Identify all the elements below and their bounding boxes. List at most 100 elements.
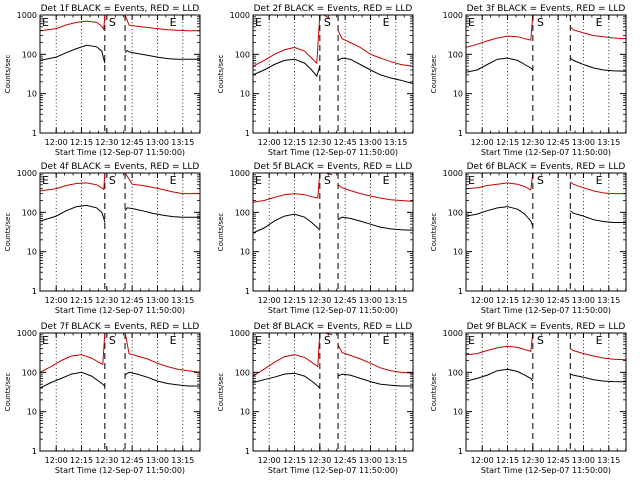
y-tick-label: 100 [448, 50, 463, 59]
interval-marker-label: E [596, 334, 603, 347]
chart-panel: Det 2f BLACK = Events, RED = LLD Counts/s… [217, 4, 414, 157]
series-line [466, 173, 543, 191]
chart-title: Det 6f BLACK = Events, RED = LLD [467, 162, 626, 172]
x-tick-label: 13:00 [572, 296, 595, 305]
interval-marker-label: E [468, 16, 475, 29]
y-tick-label: 1 [245, 129, 250, 138]
interval-marker-label: S [537, 16, 544, 29]
interval-marker-label: E [255, 174, 262, 187]
plot-frame [465, 172, 627, 292]
y-tick-label: 1 [245, 287, 250, 296]
x-tick-label: 13:00 [572, 456, 595, 465]
interval-marker-label: E [383, 16, 390, 29]
x-axis-label: Start Time (12-Sep-07 11:50:00) [268, 466, 398, 475]
x-tick-label: 12:45 [547, 138, 570, 147]
y-axis-label: Counts/sec [4, 213, 12, 252]
series-line [124, 173, 200, 195]
x-tick-label: 12:15 [283, 456, 306, 465]
x-tick-label: 12:30 [521, 138, 544, 147]
x-tick-label: 12:30 [95, 456, 118, 465]
x-tick-label: 13:00 [359, 456, 382, 465]
y-tick-label: 100 [235, 208, 250, 217]
y-tick-label: 1000 [443, 11, 463, 20]
series-line [466, 333, 543, 356]
interval-marker-label: E [42, 334, 49, 347]
y-tick-label: 1 [458, 287, 463, 296]
y-tick-label: 1000 [443, 169, 463, 178]
y-tick-label: 10 [240, 408, 250, 417]
series-line [569, 210, 626, 223]
y-axis-label: Counts/sec [430, 213, 438, 252]
series-line [124, 371, 200, 387]
y-tick-label: 1000 [230, 11, 250, 20]
chart-title: Det 1f BLACK = Events, RED = LLD [41, 4, 200, 14]
x-axis-label: Start Time (12-Sep-07 11:50:00) [268, 306, 398, 315]
series-line [569, 57, 626, 72]
series-line [466, 15, 543, 48]
plot-frame [252, 14, 414, 134]
y-tick-label: 100 [22, 50, 37, 59]
series-line [40, 15, 106, 32]
interval-marker-label: E [42, 16, 49, 29]
series-line [570, 348, 626, 361]
plot-frame [39, 14, 201, 134]
y-tick-label: 1000 [443, 329, 463, 338]
x-tick-label: 13:15 [597, 138, 620, 147]
plot-frame [39, 172, 201, 292]
y-axis-label: Counts/sec [4, 373, 12, 412]
chart-title: Det 3f BLACK = Events, RED = LLD [467, 4, 626, 14]
series-line [253, 213, 321, 234]
series-line [253, 15, 331, 67]
plot-frame [39, 332, 201, 452]
y-tick-label: 100 [448, 368, 463, 377]
series-line [40, 333, 106, 373]
x-tick-label: 12:00 [258, 296, 281, 305]
y-tick-label: 10 [240, 90, 250, 99]
y-tick-label: 1000 [17, 11, 37, 20]
y-tick-label: 1000 [230, 329, 250, 338]
interval-marker-label: E [255, 16, 262, 29]
interval-marker-label: S [324, 16, 331, 29]
chart-title: Det 8f BLACK = Events, RED = LLD [254, 322, 413, 332]
y-tick-label: 100 [22, 208, 37, 217]
x-tick-label: 13:15 [597, 296, 620, 305]
x-tick-label: 12:15 [283, 138, 306, 147]
interval-marker-label: E [170, 174, 177, 187]
y-tick-label: 100 [22, 368, 37, 377]
y-tick-label: 10 [27, 90, 37, 99]
interval-marker-label: E [468, 174, 475, 187]
y-tick-label: 1 [245, 447, 250, 456]
interval-marker-label: S [324, 174, 331, 187]
series-line [466, 206, 534, 227]
chart-panel: Det 9f BLACK = Events, RED = LLD Counts/s… [430, 322, 627, 475]
chart-panel: Det 5f BLACK = Events, RED = LLD Counts/s… [217, 162, 414, 315]
y-tick-label: 100 [448, 208, 463, 217]
y-tick-label: 10 [453, 90, 463, 99]
x-tick-label: 12:30 [308, 296, 331, 305]
x-tick-label: 12:15 [70, 138, 93, 147]
x-tick-label: 12:45 [334, 456, 357, 465]
x-tick-label: 13:00 [572, 138, 595, 147]
x-tick-label: 12:30 [308, 456, 331, 465]
y-axis-label: Counts/sec [430, 373, 438, 412]
series-line [253, 58, 321, 78]
interval-marker-label: E [170, 16, 177, 29]
x-tick-label: 12:00 [258, 456, 281, 465]
y-tick-label: 10 [453, 248, 463, 257]
interval-marker-label: E [596, 174, 603, 187]
x-tick-label: 12:45 [121, 138, 144, 147]
x-tick-label: 12:15 [70, 456, 93, 465]
y-tick-label: 1 [32, 447, 37, 456]
series-line [40, 371, 106, 389]
chart-panel: Det 6f BLACK = Events, RED = LLD Counts/s… [430, 162, 627, 315]
y-tick-label: 1 [458, 447, 463, 456]
y-tick-label: 1000 [230, 169, 250, 178]
x-tick-label: 12:00 [471, 138, 494, 147]
x-tick-label: 12:45 [334, 138, 357, 147]
series-line [40, 44, 106, 64]
interval-marker-label: S [109, 174, 116, 187]
chart-panel: Det 7f BLACK = Events, RED = LLD Counts/s… [4, 322, 201, 475]
series-line [466, 57, 534, 73]
y-tick-label: 10 [453, 408, 463, 417]
x-tick-label: 12:15 [283, 296, 306, 305]
